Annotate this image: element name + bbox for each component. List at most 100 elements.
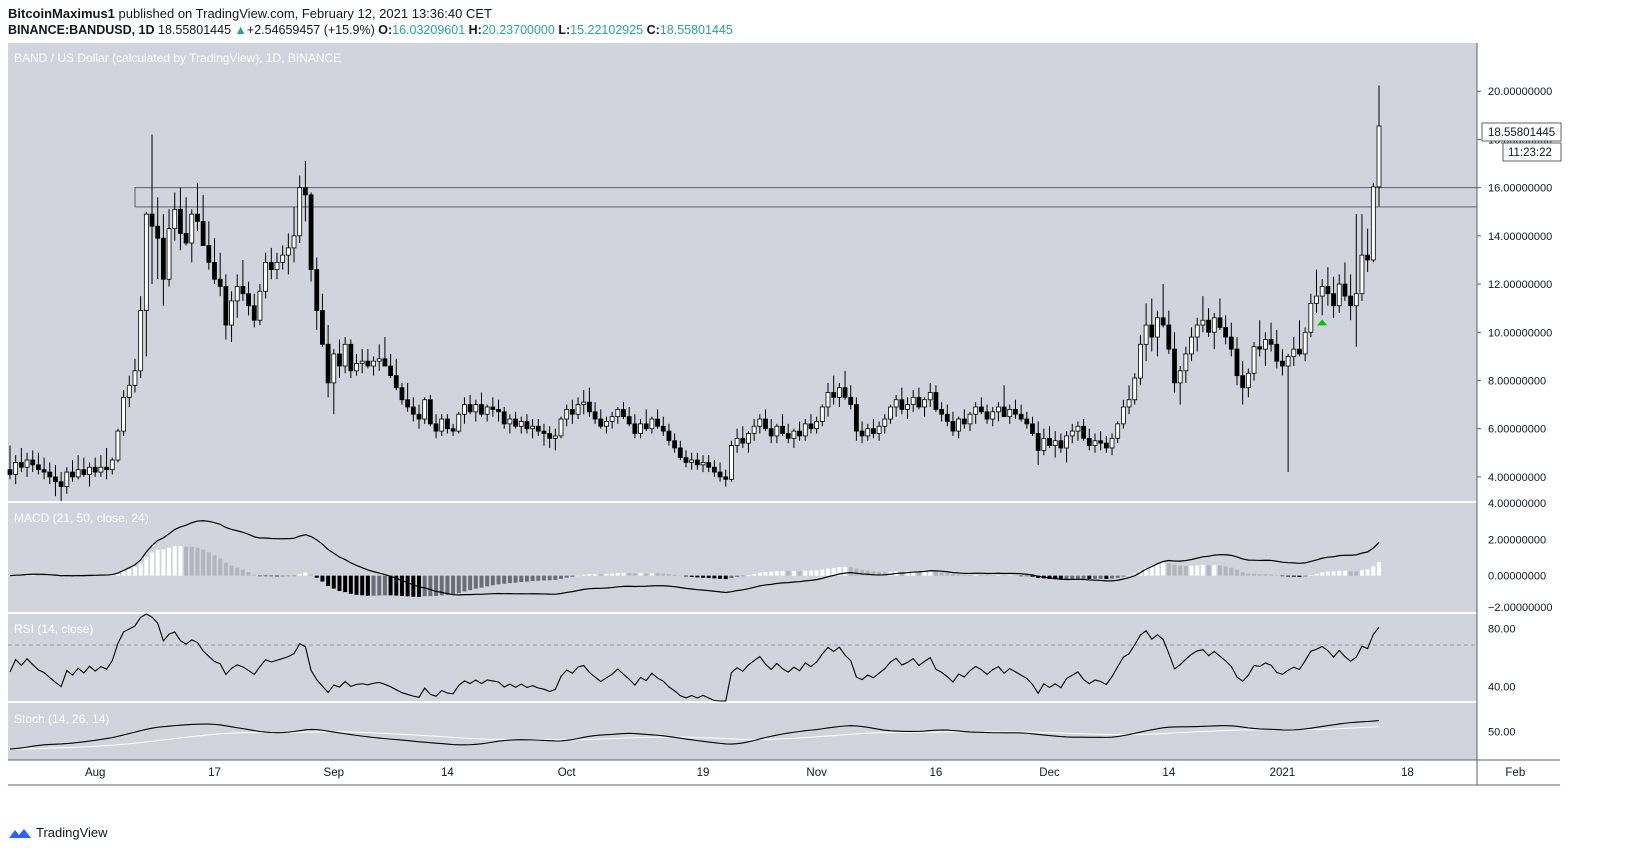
macd-histogram-bar xyxy=(485,575,490,587)
macd-histogram-bar xyxy=(649,573,654,576)
macd-histogram-bar xyxy=(1200,564,1205,576)
macd-histogram-bar xyxy=(274,575,279,577)
candle-body xyxy=(729,445,734,480)
candle-down xyxy=(524,414,530,434)
candle-down xyxy=(808,414,814,434)
candle-body xyxy=(1018,413,1024,420)
candle-body xyxy=(1126,399,1132,408)
macd-histogram-bar xyxy=(581,574,586,576)
candle-body xyxy=(1376,125,1382,188)
candle-body xyxy=(1200,319,1206,326)
candle-up xyxy=(1263,332,1268,367)
candle-body xyxy=(922,399,927,408)
macd-histogram-bar xyxy=(252,574,257,576)
candle-body xyxy=(172,208,178,230)
candle-body xyxy=(7,469,13,475)
buy-signal-arrow-icon xyxy=(1317,319,1328,326)
footer-brand[interactable]: TradingView xyxy=(8,825,108,840)
macd-histogram-bar xyxy=(860,569,865,576)
candle-down xyxy=(785,423,791,444)
candle-up xyxy=(1075,421,1081,441)
macd-histogram-bar xyxy=(189,546,194,576)
candle-up xyxy=(342,337,348,374)
macd-histogram-bar xyxy=(536,575,541,581)
candle-body xyxy=(121,396,126,432)
macd-histogram-bar xyxy=(1115,575,1120,578)
candle-up xyxy=(376,344,382,371)
macd-histogram-bar xyxy=(530,575,535,582)
macd-histogram-bar xyxy=(1007,575,1012,576)
candle-down xyxy=(251,293,257,328)
candle-body xyxy=(371,360,376,367)
price-tick-label: 10.00000000 xyxy=(1488,327,1552,339)
macd-histogram-bar xyxy=(939,572,944,576)
macd-histogram-bar xyxy=(212,555,217,576)
candle-body xyxy=(774,425,780,437)
candle-up xyxy=(1143,303,1149,362)
candle-body xyxy=(212,261,217,280)
candle-up xyxy=(1376,85,1382,207)
candle-body xyxy=(1041,437,1047,451)
macd-histogram-bar xyxy=(473,575,478,589)
candle-up xyxy=(905,397,910,420)
candle-down xyxy=(325,325,331,398)
candle-body xyxy=(854,404,859,432)
candle-down xyxy=(1030,416,1035,436)
macd-histogram-bar xyxy=(1280,575,1285,577)
candle-body xyxy=(882,418,888,427)
candle-down xyxy=(81,457,87,477)
macd-histogram-bar xyxy=(763,571,768,576)
author-name[interactable]: BitcoinMaximus1 xyxy=(8,6,115,21)
candle-body xyxy=(348,343,354,372)
publisher-line: BitcoinMaximus1 published on TradingView… xyxy=(8,6,492,21)
candle-down xyxy=(535,419,541,436)
candle-body xyxy=(859,430,865,437)
candle-body xyxy=(58,481,64,487)
candle-up xyxy=(1291,337,1297,367)
candle-body xyxy=(274,261,280,270)
candle-up xyxy=(836,382,842,407)
candle-down xyxy=(1086,428,1092,451)
candle-up xyxy=(354,353,359,376)
macd-histogram-bar xyxy=(1263,574,1268,576)
candle-down xyxy=(797,421,802,441)
macd-histogram-bar xyxy=(110,575,115,576)
candle-body xyxy=(1263,339,1268,350)
symbol-label[interactable]: BINANCE:BANDUSD, 1D xyxy=(8,23,155,37)
rsi-title: RSI (14, close) xyxy=(14,622,93,636)
stoch-d-line xyxy=(9,726,1380,750)
candle-body xyxy=(1069,430,1075,437)
price-pane xyxy=(8,43,1477,501)
macd-histogram-bar xyxy=(1320,572,1325,576)
candle-body xyxy=(1206,319,1211,333)
macd-histogram-bar xyxy=(422,575,427,597)
candle-body xyxy=(797,430,802,437)
candle-down xyxy=(1149,298,1155,352)
candle-up xyxy=(882,414,888,434)
candle-body xyxy=(1297,348,1302,355)
macd-histogram-bar xyxy=(820,569,825,576)
candle-up xyxy=(456,411,462,434)
candle-body xyxy=(399,387,405,401)
candle-up xyxy=(1007,404,1013,424)
macd-histogram-bar xyxy=(206,552,211,576)
macd-histogram-bar xyxy=(1070,575,1075,580)
macd-histogram-bar xyxy=(1183,566,1188,576)
candle-down xyxy=(501,406,507,429)
time-axis[interactable]: Aug17Sep14Oct19Nov16Dec14202118Feb15 xyxy=(85,767,1627,779)
macd-histogram-bar xyxy=(127,569,132,576)
macd-histogram-bar xyxy=(1002,575,1007,576)
macd-histogram-bar xyxy=(257,575,262,577)
candle-body xyxy=(609,416,615,422)
candle-body xyxy=(871,428,876,434)
price-axis[interactable]: 4.00000000 6.00000000 8.00000000 10.0000000… xyxy=(1477,86,1553,739)
candle-body xyxy=(257,290,263,321)
last-price: 18.55801445 xyxy=(158,23,232,37)
candle-up xyxy=(1336,274,1342,313)
candle-up xyxy=(802,419,808,441)
last-price-tag: 18.55801445 xyxy=(1481,122,1562,142)
candle-down xyxy=(308,192,314,282)
candle-body xyxy=(496,408,501,413)
candle-body xyxy=(746,433,751,444)
